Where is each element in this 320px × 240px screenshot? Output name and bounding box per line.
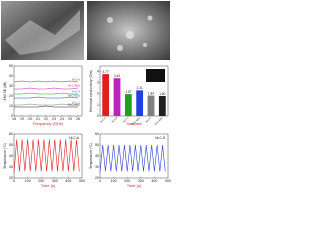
x-tick-label: Ni-C-6 — [100, 116, 107, 123]
x-tick-label: Ni-C-6(G) — [131, 116, 141, 126]
panel-label: Ni-C-8 — [155, 136, 165, 140]
y-tick-label: 30 — [9, 84, 13, 88]
y-axis-label: Temperature (°C) — [89, 143, 93, 169]
bar — [124, 94, 132, 116]
x-axis-label: Time (s) — [41, 183, 56, 188]
x-tick-label: 400 — [151, 179, 157, 183]
x-tick-label: 500 — [79, 179, 85, 183]
y-axis-label: EMI SE (dB) — [3, 82, 7, 101]
legend-label: Ni-C-8(A) — [68, 84, 80, 88]
plot-frame — [99, 65, 169, 117]
y-tick-label: 40 — [95, 154, 99, 158]
x-tick-label: Ni-C-2 — [145, 116, 152, 123]
x-tick-label: 0 — [13, 179, 15, 183]
bar — [147, 95, 155, 116]
value-label: 3.77 — [103, 70, 109, 74]
series-line — [14, 103, 78, 106]
y-tick-label: 50 — [9, 143, 13, 147]
x-tick-label: 100 — [25, 179, 31, 183]
legend-label: Ni-C-6(G) — [68, 94, 80, 98]
y-tick-label: 50 — [9, 64, 13, 68]
x-tick-label: 26 — [76, 117, 80, 121]
value-label: 1.97 — [125, 90, 131, 94]
x-tick-label: 20 — [28, 117, 32, 121]
bar — [158, 96, 166, 116]
series-line — [14, 96, 79, 99]
bar — [113, 78, 121, 116]
x-tick-label: 300 — [52, 179, 58, 183]
y-tick-label: 40 — [9, 74, 13, 78]
y-tick-label: 10 — [9, 104, 13, 108]
sem-image — [87, 1, 170, 60]
y-axis-label: Electrical conductivity (S/m) — [89, 70, 93, 112]
bar — [102, 74, 110, 116]
x-tick-label: 200 — [124, 179, 130, 183]
series-line — [13, 80, 79, 83]
y-tick-label: 30 — [95, 165, 99, 169]
x-tick-label: 400 — [65, 179, 71, 183]
x-tick-label: 300 — [138, 179, 144, 183]
value-label: 1.80 — [159, 92, 165, 96]
legend-label: Ni-C-6 — [72, 78, 81, 82]
x-tick-label: 18 — [12, 117, 16, 121]
x-tick-label: Ni-C-4(G) — [154, 116, 164, 126]
x-tick-label: Ni-C-8 — [111, 116, 118, 123]
series-line — [14, 105, 78, 108]
x-tick-label: 500 — [165, 179, 171, 183]
y-tick-label: 20 — [9, 94, 13, 98]
legend-label: Ni-C-4(G) — [68, 103, 80, 107]
inset-photo — [146, 69, 165, 82]
y-tick-label: 20 — [9, 176, 13, 180]
x-tick-label: Ni-C-4 — [122, 116, 129, 123]
series-line — [14, 92, 78, 95]
y-tick-label: 3 — [97, 81, 99, 85]
x-tick-label: 24 — [60, 117, 64, 121]
series-line — [14, 87, 79, 90]
x-tick-label: 23 — [52, 117, 56, 121]
y-tick-label: 40 — [9, 154, 13, 158]
y-tick-label: 4 — [97, 70, 99, 74]
y-axis-label: Temperature (°C) — [3, 143, 7, 169]
x-axis-label: Time (s) — [127, 183, 142, 188]
series-line — [13, 139, 80, 173]
panel-label: Ni-C-6 — [69, 136, 79, 140]
x-tick-label: 0 — [99, 179, 101, 183]
y-tick-label: 0 — [97, 114, 99, 118]
sem-particles — [107, 15, 153, 51]
y-tick-label: 60 — [95, 132, 99, 136]
x-tick-label: 21 — [36, 117, 40, 121]
x-axis-label: Frequency (GHz) — [33, 121, 64, 126]
y-tick-label: 0 — [11, 114, 13, 118]
y-tick-label: 2 — [97, 92, 99, 96]
value-label: 2.31 — [137, 86, 143, 90]
y-tick-label: 1 — [97, 103, 99, 107]
value-label: 3.40 — [114, 74, 120, 78]
bar — [136, 90, 144, 116]
legend-label: Ni-C-4 — [72, 90, 81, 94]
x-tick-label: 25 — [68, 117, 72, 121]
x-tick-label: 100 — [111, 179, 117, 183]
y-tick-label: 60 — [9, 132, 13, 136]
plot-frame — [13, 65, 83, 117]
series-line — [99, 144, 166, 173]
sem-texture — [5, 10, 80, 55]
y-tick-label: 30 — [9, 165, 13, 169]
x-tick-label: 19 — [20, 117, 24, 121]
x-tick-label: 22 — [44, 117, 48, 121]
legend-label: Ni-C-2 — [72, 101, 81, 105]
x-axis-label: Samples — [126, 121, 142, 126]
y-tick-label: 50 — [95, 143, 99, 147]
value-label: 1.84 — [148, 91, 154, 95]
x-tick-label: 200 — [38, 179, 44, 183]
y-tick-label: 20 — [95, 176, 99, 180]
